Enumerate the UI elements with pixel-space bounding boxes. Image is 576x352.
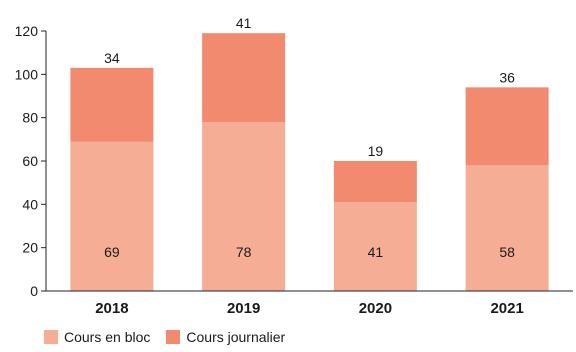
- y-tick-label: 20: [22, 240, 38, 256]
- data-label-2018-series-2: 34: [104, 50, 120, 66]
- bar-2021-series-2: [465, 87, 549, 166]
- data-label-2021-series-2: 36: [499, 69, 515, 85]
- bar-2021-series-1: [465, 165, 549, 291]
- x-axis: 2018 2019 2020 2021: [46, 290, 573, 317]
- data-label-2019-series-1: 78: [236, 244, 252, 260]
- y-tick-label: 100: [15, 66, 39, 82]
- bars-group: [70, 33, 549, 291]
- legend-label-series-2: Cours journalier: [186, 329, 286, 345]
- x-tick-label-2018: 2018: [95, 300, 128, 317]
- bar-2018-series-1: [70, 141, 154, 291]
- bar-2020-series-2: [333, 161, 417, 203]
- data-label-2020-series-2: 19: [368, 143, 384, 159]
- y-tick-label: 0: [30, 283, 38, 299]
- y-axis: 0 20 40 60 80 100 120: [15, 23, 47, 299]
- bar-2020-series-1: [333, 202, 417, 291]
- data-label-2019-series-2: 41: [236, 15, 252, 31]
- x-tick-label-2020: 2020: [359, 300, 392, 317]
- legend-label-series-1: Cours en bloc: [64, 329, 151, 345]
- x-tick-label-2019: 2019: [227, 300, 260, 317]
- legend-swatch-series-1: [44, 330, 58, 344]
- y-tick-label: 120: [15, 23, 39, 39]
- legend-item-series-2: Cours journalier: [166, 329, 285, 345]
- data-label-2020-series-1: 41: [368, 244, 384, 260]
- data-label-2021-series-1: 58: [499, 244, 515, 260]
- data-labels: 69 34 78 41 41 19 58 36: [104, 15, 515, 260]
- y-tick-label: 40: [22, 196, 38, 212]
- data-label-2018-series-1: 69: [104, 244, 120, 260]
- bar-2018-series-2: [70, 67, 154, 142]
- x-tick-label-2021: 2021: [490, 300, 523, 317]
- bar-2019-series-2: [202, 33, 286, 122]
- bar-2019-series-1: [202, 122, 286, 291]
- legend-swatch-series-2: [166, 330, 181, 344]
- y-tick-label: 60: [22, 153, 38, 169]
- legend-item-series-1: Cours en bloc: [44, 329, 150, 345]
- legend: Cours en bloc Cours journalier: [44, 329, 301, 345]
- y-tick-label: 80: [22, 110, 38, 126]
